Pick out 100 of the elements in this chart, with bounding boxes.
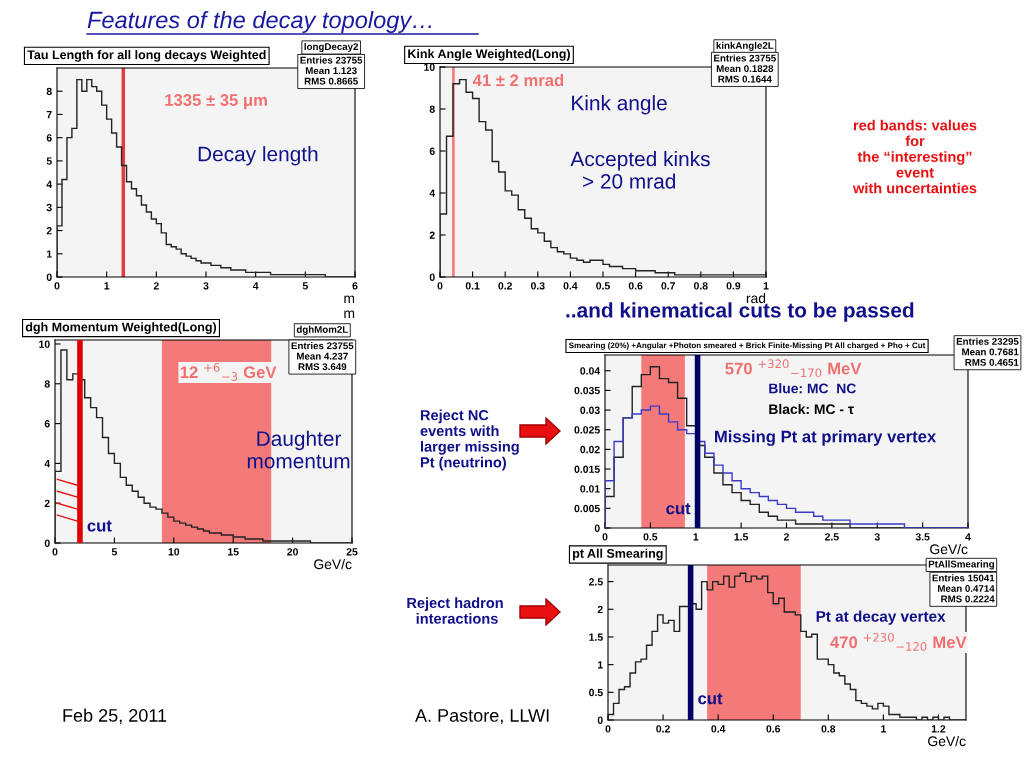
x-tick-label: 6 <box>352 282 358 290</box>
x-axis-title: GeV/c <box>928 735 966 747</box>
annotation: Entries 23755 Mean 0.1828 RMS 0.1644 <box>714 54 776 83</box>
annotation: Entries 23755 Mean 1.123 RMS 0.8665 <box>300 56 363 85</box>
y-tick-label: 8 <box>44 380 50 388</box>
band-label: 570 $^{+320}$$_{−170}$ MeV <box>725 359 862 378</box>
x-axis-title: rad <box>746 292 766 304</box>
annotation: Black: MC - τ <box>769 403 854 415</box>
y-tick-label: 6 <box>46 134 52 142</box>
text: Reject NC events with larger missing Pt (neutrino) <box>420 409 519 471</box>
y-tick-label: 0.005 <box>574 504 600 513</box>
x-tick-label: 4 <box>965 533 971 541</box>
y-tick-label: 8 <box>46 87 52 96</box>
band-label: 1335 ± 35 μm <box>165 94 267 110</box>
y-tick-label: 8 <box>429 105 435 113</box>
text: dghMom2L <box>296 325 348 335</box>
y-tick-label: 0 <box>597 716 603 724</box>
x-tick-label: 0.8 <box>693 282 708 290</box>
x-tick-label: 20 <box>287 548 298 556</box>
x-tick-label: 0.3 <box>530 282 545 290</box>
x-tick-label: 1 <box>881 725 886 733</box>
annotation: Entries 23755 Mean 4.237 RMS 3.649 <box>291 342 354 371</box>
annotation: Blue: MC NC <box>769 383 856 394</box>
x-tick-label: 0 <box>52 548 58 556</box>
y-tick-label: 0.015 <box>574 465 600 473</box>
y-tick-label: 4 <box>44 460 51 468</box>
x-tick-label: 2 <box>153 282 159 290</box>
x-tick-label: 0.4 <box>711 725 726 733</box>
y-tick-label: 0 <box>594 524 600 532</box>
annotation: Decay length <box>198 146 318 166</box>
y-tick-label: 1.5 <box>589 633 603 641</box>
annotation: Kink angle <box>572 95 667 115</box>
x-tick-label: 25 <box>346 548 358 556</box>
text: red bands: values for the “interesting” event with uncertainties <box>852 119 977 194</box>
annotation: Missing Pt at primary vertex <box>715 430 937 446</box>
ref-line-label: cut <box>87 520 112 532</box>
x-tick-label: 0.6 <box>766 725 781 733</box>
x-tick-label: 1.2 <box>931 725 946 733</box>
x-tick-label: 0.5 <box>643 533 658 541</box>
y-tick-label: 2 <box>44 499 50 507</box>
chart-title: Tau Length for all long decays Weighted <box>27 50 266 62</box>
x-tick-label: 1 <box>763 282 769 290</box>
x-tick-label: 2 <box>783 533 789 541</box>
text: Features of the decay topology… <box>87 11 432 33</box>
x-tick-label: 1.5 <box>734 533 749 541</box>
y-tick-label: 2.5 <box>589 578 603 586</box>
band-label: 470 $^{+230}$$_{−120}$ MeV <box>830 632 967 651</box>
text: A. Pastore, LLWI <box>415 709 549 724</box>
x-tick-label: 3 <box>203 282 209 290</box>
x-tick-label: 4 <box>252 282 259 290</box>
x-tick-label: 0 <box>54 282 60 290</box>
x-tick-label: 1 <box>693 533 699 541</box>
x-tick-label: 5 <box>111 548 118 556</box>
y-tick-label: 5 <box>46 157 52 165</box>
y-tick-label: 1 <box>598 661 603 669</box>
x-tick-label: 2.5 <box>825 533 839 541</box>
chart-title: Kink Angle Weighted(Long) <box>408 48 570 61</box>
annotation: Accepted kinks > 20 mrad <box>570 151 710 189</box>
ref-line-label: cut <box>698 693 723 705</box>
y-tick-label: 4 <box>46 180 53 188</box>
x-tick-label: 3.5 <box>915 533 930 541</box>
y-tick-label: 0.025 <box>574 426 600 434</box>
text: Reject hadron interactions <box>407 597 503 624</box>
x-tick-label: 3 <box>874 533 880 541</box>
y-tick-label: 0.5 <box>589 688 603 697</box>
y-tick-label: 0.03 <box>580 406 600 414</box>
x-tick-label: 0.8 <box>821 725 836 733</box>
y-tick-label: 0.04 <box>580 367 601 375</box>
annotation: Pt at decay vertex <box>816 610 946 625</box>
x-tick-label: 0.4 <box>563 282 578 290</box>
text: kinkAngle2L <box>716 41 774 51</box>
y-tick-label: 10 <box>39 340 50 348</box>
text: longDecay2 <box>304 42 359 53</box>
x-tick-label: 1 <box>104 282 110 290</box>
y-tick-label: 0.02 <box>580 445 600 454</box>
x-tick-label: 0 <box>602 533 608 541</box>
band-label: 12 $^{+6}$$_{−3}$ GeV <box>180 362 277 381</box>
annotation: Entries 23295 Mean 0.7681 RMS 0.4651 <box>956 337 1019 366</box>
chart-title: Smearing (20%) +Angular +Photon smeared + Brick Finite-Missing Pt All charged + Pho + Cut <box>568 342 926 350</box>
annotation: Daughter momentum <box>247 430 350 469</box>
y-tick-label: 4 <box>429 189 436 197</box>
y-tick-label: 7 <box>46 111 52 119</box>
x-tick-label: 0.7 <box>661 282 675 290</box>
x-tick-label: 0.2 <box>498 282 513 290</box>
x-axis-title: GeV/c <box>930 543 968 555</box>
y-tick-label: 0.01 <box>580 485 600 493</box>
annotation: PtAllSmearing <box>928 560 994 570</box>
y-tick-label: 0.035 <box>574 386 600 395</box>
y-tick-label: 2 <box>429 231 435 239</box>
ref-line-label: cut <box>666 503 691 515</box>
x-tick-label: 0 <box>605 725 611 733</box>
y-tick-label: 2 <box>46 227 52 235</box>
annotation: Entries 15041 Mean 0.4714 RMS 0.2224 <box>932 574 995 603</box>
y-tick-label: 2 <box>597 605 603 614</box>
y-tick-label: 6 <box>44 420 50 428</box>
x-tick-label: 0.6 <box>628 282 643 290</box>
y-tick-label: 0 <box>429 273 435 281</box>
y-tick-label: 0 <box>46 273 52 281</box>
x-axis-title: m m <box>344 295 355 318</box>
x-tick-label: 0.2 <box>656 725 670 733</box>
